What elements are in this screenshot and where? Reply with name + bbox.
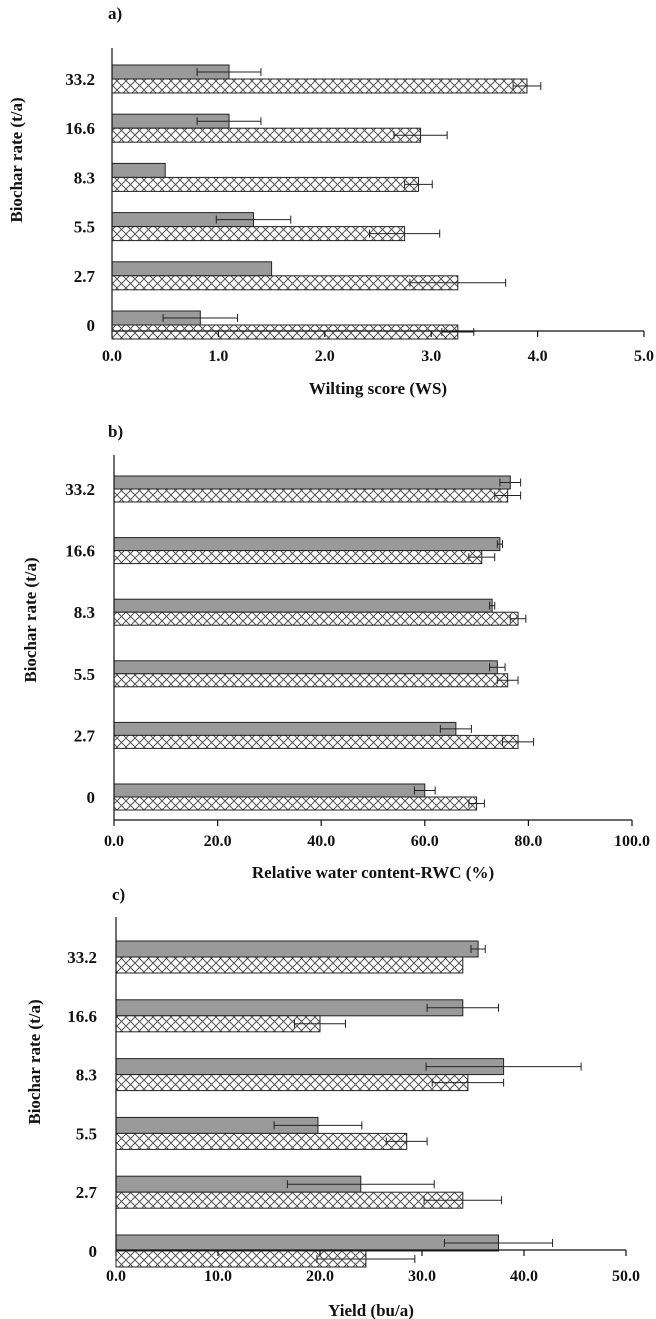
solid-bar-5.5 <box>113 660 498 675</box>
category-label: 0 <box>87 316 96 335</box>
solid-bar-33.2 <box>113 475 511 490</box>
x-tick-label: 20.0 <box>306 1268 334 1285</box>
chart-panel-1: a) 33.2 16.6 8.3 5.5 2.7 0 0.0 1.0 2.0 3.0 4.0 5.0 Wi… <box>7 4 654 398</box>
hatched-bar-33.2 <box>115 956 464 974</box>
category-label: 0 <box>87 788 96 807</box>
category-label: 8.3 <box>76 1066 97 1085</box>
hatched-bar-5.5 <box>115 1132 408 1150</box>
x-tick-label: 0.0 <box>106 1268 126 1285</box>
solid-bar-16.6 <box>113 537 501 552</box>
x-tick-label: 0.0 <box>104 833 124 850</box>
category-label: 8.3 <box>74 603 95 622</box>
solid-bar-2.7 <box>113 721 457 736</box>
category-label: 16.6 <box>65 542 95 561</box>
x-tick-label: 4.0 <box>528 348 548 365</box>
category-label: 2.7 <box>74 726 96 745</box>
hatched-bar-2.7 <box>111 275 459 291</box>
hatched-bar-16.6 <box>113 550 483 565</box>
hatched-bar-2.7 <box>113 734 519 749</box>
panel-label: b) <box>108 422 123 441</box>
solid-bar-8.3 <box>111 162 166 178</box>
x-tick-label: 60.0 <box>411 833 439 850</box>
category-label: 2.7 <box>74 267 96 286</box>
x-tick-label: 50.0 <box>612 1268 640 1285</box>
solid-bar-0 <box>115 1234 499 1252</box>
solid-bar-33.2 <box>115 940 479 958</box>
x-tick-label: 2.0 <box>315 348 335 365</box>
hatched-bar-5.5 <box>113 673 509 688</box>
solid-bar-8.3 <box>113 598 493 613</box>
x-tick-label: 3.0 <box>421 348 441 365</box>
y-axis-title: Biochar rate (t/a) <box>7 97 26 222</box>
hatched-bar-2.7 <box>115 1191 464 1209</box>
hatched-bar-16.6 <box>115 1015 321 1033</box>
chart-panel-3: c) 33.2 16.6 8.3 5.5 2.7 0 0.0 10.0 20.0 30.0 40.0 5… <box>25 885 640 1319</box>
x-tick-label: 0.0 <box>102 348 122 365</box>
hatched-bar-33.2 <box>111 78 528 94</box>
y-axis-title: Biochar rate (t/a) <box>21 557 40 682</box>
panel-label: a) <box>108 4 122 23</box>
hatched-bar-8.3 <box>111 176 419 192</box>
category-label: 0 <box>89 1242 98 1261</box>
panel-label: c) <box>112 885 125 904</box>
hatched-bar-33.2 <box>113 488 509 503</box>
solid-bar-16.6 <box>115 999 464 1017</box>
solid-bar-2.7 <box>111 261 273 277</box>
category-label: 33.2 <box>65 70 95 89</box>
hatched-bar-0 <box>111 324 459 340</box>
x-tick-label: 100.0 <box>614 833 650 850</box>
chart-panels: a) 33.2 16.6 8.3 5.5 2.7 0 0.0 1.0 2.0 3.0 4.0 5.0 Wi… <box>7 4 654 1319</box>
hatched-bar-0 <box>113 796 478 811</box>
category-label: 16.6 <box>65 119 95 138</box>
x-axis-title: Yield (bu/a) <box>328 1301 414 1319</box>
category-label: 33.2 <box>67 948 97 967</box>
x-tick-label: 80.0 <box>514 833 542 850</box>
category-label: 8.3 <box>74 168 95 187</box>
hatched-bar-8.3 <box>113 611 519 626</box>
solid-bar-0 <box>113 783 426 798</box>
x-tick-label: 1.0 <box>208 348 228 365</box>
chart-panel-2: b) 33.2 16.6 8.3 5.5 2.7 0 0.0 20.0 40.0 60.0 80.0 1… <box>21 422 650 882</box>
x-axis-title: Wilting score (WS) <box>309 379 447 398</box>
category-label: 5.5 <box>76 1124 97 1143</box>
category-label: 2.7 <box>76 1183 98 1202</box>
hatched-bar-16.6 <box>111 127 422 143</box>
category-label: 16.6 <box>67 1007 97 1026</box>
x-tick-label: 20.0 <box>204 833 232 850</box>
x-tick-label: 30.0 <box>408 1268 436 1285</box>
x-tick-label: 5.0 <box>634 348 654 365</box>
x-tick-label: 40.0 <box>510 1268 538 1285</box>
y-axis-title: Biochar rate (t/a) <box>25 999 44 1124</box>
hatched-bar-5.5 <box>111 226 406 242</box>
hatched-bar-8.3 <box>115 1074 469 1092</box>
x-tick-label: 40.0 <box>307 833 335 850</box>
category-label: 5.5 <box>74 218 95 237</box>
category-label: 5.5 <box>74 665 95 684</box>
x-tick-label: 10.0 <box>204 1268 232 1285</box>
x-axis-title: Relative water content-RWC (%) <box>252 863 494 882</box>
category-label: 33.2 <box>65 480 95 499</box>
